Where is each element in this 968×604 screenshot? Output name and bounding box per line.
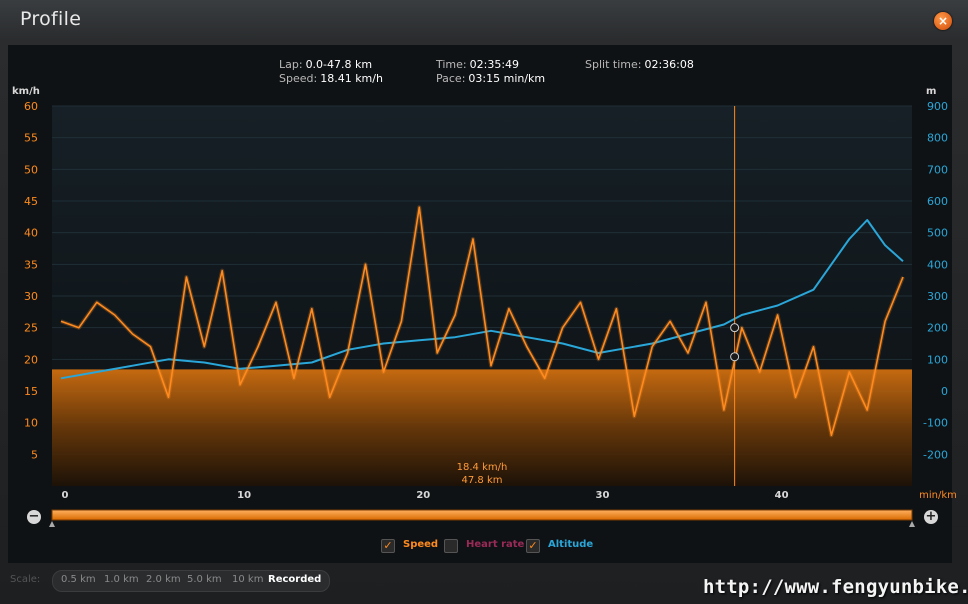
speed-series-line [60, 206, 904, 437]
pace-label: Pace: [436, 72, 466, 85]
lap-label: Lap: [279, 58, 303, 71]
split-time-value: 02:36:08 [644, 58, 694, 71]
speed-value: 18.41 km/h [320, 72, 383, 85]
split-time-label: Split time: [585, 58, 642, 71]
range-slider[interactable] [51, 509, 913, 521]
y-left-tick-label: 15 [24, 385, 38, 398]
y-right-tick-label: 900 [927, 100, 948, 113]
range-end-handle [909, 521, 915, 527]
pace-value: 03:15 min/km [468, 72, 546, 85]
close-icon[interactable]: × [934, 12, 952, 30]
y-right-tick-label: 200 [927, 322, 948, 335]
cursor-speed-marker [730, 352, 740, 362]
y-right-tick-label: 300 [927, 290, 948, 303]
speed-stat: Speed: 18.41 km/h [279, 72, 383, 85]
legend-heart-rate: Heart rate [466, 539, 525, 550]
speed-label: Speed: [279, 72, 318, 85]
y-left-tick-label: 50 [24, 163, 38, 176]
split-time-stat: Split time: 02:36:08 [585, 58, 694, 71]
x-tick-label: 30 [595, 490, 609, 501]
cursor-altitude-marker [730, 323, 740, 333]
y-left-tick-label: 20 [24, 353, 38, 366]
time-label: Time: [436, 58, 467, 71]
y-left-tick-label: 35 [24, 258, 38, 271]
scale-option-2-0km[interactable]: 2.0 km [146, 574, 181, 585]
y-right-tick-label: 400 [927, 258, 948, 271]
legend-altitude: Altitude [548, 539, 594, 550]
y-right-tick-label: -200 [923, 448, 948, 461]
altitude-checkbox[interactable]: ✓ [526, 539, 540, 553]
x-tick-label: 10 [237, 490, 251, 501]
x-tick-label: 0 [61, 490, 68, 501]
heart-rate-checkbox[interactable] [444, 539, 458, 553]
y-left-tick-label: 30 [24, 290, 38, 303]
y-left-tick-label: 5 [31, 448, 38, 461]
y-right-tick-label: 500 [927, 227, 948, 240]
y-left-tick-label: 55 [24, 132, 38, 145]
time-stat: Time: 02:35:49 [436, 58, 519, 71]
cursor-distance-readout: 47.8 km [462, 475, 503, 486]
time-value: 02:35:49 [469, 58, 520, 71]
y-right-tick-label: 800 [927, 132, 948, 145]
scale-option-1-0km[interactable]: 1.0 km [104, 574, 139, 585]
scale-label: Scale: [10, 574, 41, 585]
cursor-speed-readout: 18.4 km/h [457, 462, 508, 473]
lap-stat: Lap: 0.0-47.8 km [279, 58, 372, 71]
x-axis-label: min/km [919, 490, 957, 501]
scale-option-recorded[interactable]: Recorded [268, 574, 322, 585]
y-left-tick-label: 25 [24, 322, 38, 335]
y-left-unit: km/h [12, 86, 40, 97]
y-right-tick-label: 100 [927, 353, 948, 366]
x-tick-label: 20 [416, 490, 430, 501]
scale-option-0-5km[interactable]: 0.5 km [61, 574, 96, 585]
y-right-tick-label: 0 [941, 385, 948, 398]
lap-value: 0.0-47.8 km [305, 58, 373, 71]
scale-selector [52, 570, 330, 592]
y-right-tick-label: -100 [923, 417, 948, 430]
watermark: http://www.fengyunbike.com [703, 576, 968, 598]
pace-stat: Pace: 03:15 min/km [436, 72, 545, 85]
y-right-tick-label: 700 [927, 163, 948, 176]
y-left-tick-label: 45 [24, 195, 38, 208]
y-left-tick-label: 40 [24, 227, 38, 240]
y-right-unit: m [926, 86, 937, 97]
x-tick-label: 40 [775, 490, 789, 501]
zoom-out-icon[interactable]: − [27, 509, 41, 524]
speed-checkbox[interactable]: ✓ [381, 539, 395, 553]
zoom-in-icon[interactable]: + [924, 509, 938, 524]
y-left-tick-label: 10 [24, 417, 38, 430]
window-title: Profile [20, 8, 82, 30]
scale-option-10km[interactable]: 10 km [232, 574, 264, 585]
scale-option-5-0km[interactable]: 5.0 km [187, 574, 222, 585]
y-left-tick-label: 60 [24, 100, 38, 113]
legend-speed: Speed [403, 539, 439, 550]
range-start-handle [49, 521, 55, 527]
average-speed-band [52, 369, 912, 486]
altitude-series-line [60, 219, 904, 380]
y-right-tick-label: 600 [927, 195, 948, 208]
